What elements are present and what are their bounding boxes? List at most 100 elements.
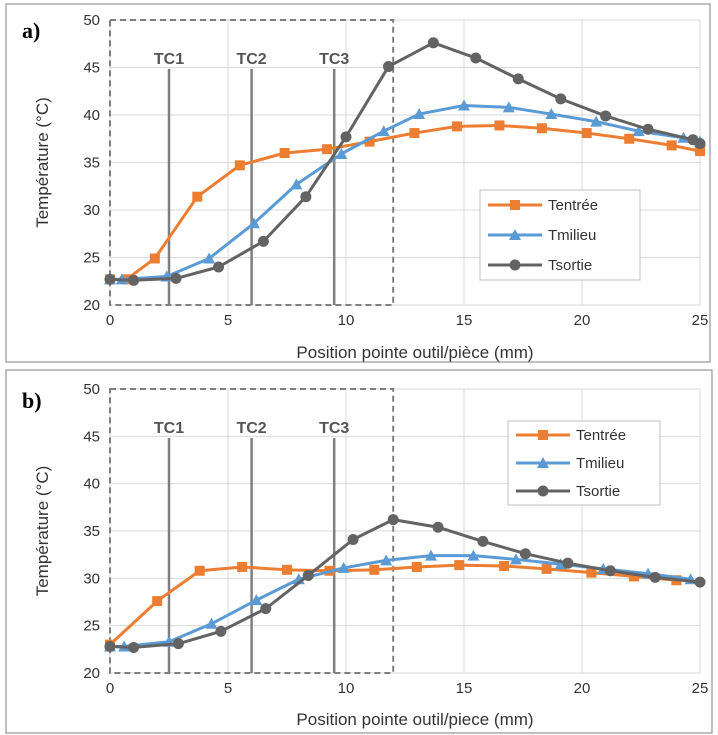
panel-frame [5, 3, 711, 363]
x-tick-label: 20 [574, 312, 591, 329]
data-point [104, 273, 116, 285]
y-tick-label: 50 [83, 12, 100, 29]
series-tsortie [104, 37, 706, 286]
data-point [470, 52, 482, 64]
y-tick-label: 45 [83, 60, 100, 77]
data-point [586, 567, 597, 578]
y-tick-label: 30 [83, 570, 100, 587]
data-point [427, 37, 439, 49]
x-axis-title: Position pointe outil/pièce (mm) [296, 343, 533, 362]
data-point [257, 235, 269, 247]
series-line [108, 563, 677, 646]
data-point [290, 178, 303, 190]
data-point [369, 564, 380, 575]
data-point [600, 110, 612, 122]
data-point [192, 191, 203, 202]
y-axis-title: Température (°C) [33, 466, 52, 597]
data-point [337, 561, 350, 573]
legend: Tentrée Tmilieu Tsortie [479, 189, 641, 281]
data-point [282, 564, 292, 575]
tc-marker-label: TC2 [236, 420, 266, 437]
data-point [494, 120, 505, 131]
tc-marker-label: TC3 [319, 51, 349, 68]
data-point [382, 61, 394, 73]
data-point [194, 565, 205, 576]
data-point [340, 131, 352, 143]
tc-marker-label: TC1 [154, 420, 184, 437]
data-point [581, 128, 592, 139]
legend-label: Tmilieu [548, 227, 596, 244]
x-tick-label: 0 [106, 680, 114, 697]
data-point [537, 485, 549, 497]
tc-marker-label: TC1 [154, 51, 184, 68]
data-point [250, 594, 263, 606]
data-point [628, 571, 639, 582]
data-point [649, 571, 661, 583]
legend-label: Tentrée [576, 427, 626, 444]
data-point [149, 253, 160, 264]
data-point [128, 274, 140, 286]
data-point [499, 561, 510, 572]
data-point [279, 148, 290, 158]
data-point [213, 261, 225, 273]
data-point [454, 560, 465, 571]
x-tick-label: 25 [692, 680, 709, 697]
data-point [380, 554, 393, 566]
chart-panel-b: 20 25 30 35 40 45 50 0 5 10 15 20 25 Position pointe … [5, 369, 713, 734]
series-tsortie [104, 514, 706, 653]
legend-label: Tmilieu [576, 455, 624, 472]
data-point [247, 217, 260, 229]
data-point [172, 638, 184, 650]
panel-label: b) [22, 388, 42, 413]
y-tick-label: 40 [83, 476, 100, 493]
y-tick-label: 25 [83, 618, 100, 635]
panel-label: a) [22, 18, 40, 43]
data-point [519, 548, 531, 560]
x-tick-label: 0 [106, 312, 114, 329]
data-point [377, 125, 390, 137]
data-point [409, 128, 420, 139]
y-axis-title: Température (°C) [33, 97, 52, 228]
x-tick-label: 20 [574, 680, 591, 697]
x-axis-title: Position pointe outil/piece (mm) [296, 710, 533, 729]
series-tmilieu [104, 549, 697, 652]
y-tick-label: 30 [83, 202, 100, 219]
data-point [562, 557, 574, 569]
data-point [604, 565, 616, 577]
data-point [502, 101, 515, 113]
data-point [387, 514, 399, 526]
y-tick-label: 50 [83, 381, 100, 398]
data-point [537, 457, 549, 468]
data-point [364, 136, 375, 147]
data-point [695, 146, 705, 157]
data-point [642, 123, 654, 135]
data-point [205, 617, 218, 629]
data-point [152, 596, 163, 607]
legend: Tentrée Tmilieu Tsortie [507, 420, 661, 506]
y-tick-label: 25 [83, 250, 100, 267]
data-point [467, 549, 480, 561]
data-point [347, 534, 359, 546]
data-point [538, 430, 548, 440]
x-tick-label: 5 [224, 680, 232, 697]
legend-label: Tentrée [548, 197, 598, 214]
chart-panel-a: 20 25 30 35 40 45 50 0 5 10 15 20 25 Position pointe … [5, 3, 711, 363]
series-line [109, 41, 701, 282]
series-line [110, 104, 701, 281]
y-tick-label: 35 [83, 523, 100, 540]
data-point [666, 140, 677, 151]
data-point [234, 160, 245, 171]
data-point [260, 603, 272, 615]
y-tick-label: 40 [83, 107, 100, 124]
tc-marker-label: TC2 [236, 51, 266, 68]
data-point [536, 123, 547, 134]
data-point [300, 191, 312, 203]
data-point [624, 133, 635, 144]
panel-frame [5, 369, 713, 734]
y-tick-label: 20 [83, 665, 100, 682]
data-point [477, 535, 489, 547]
data-point [215, 625, 227, 637]
y-tick-label: 45 [83, 428, 100, 445]
data-point [509, 259, 521, 271]
data-point [512, 73, 524, 85]
